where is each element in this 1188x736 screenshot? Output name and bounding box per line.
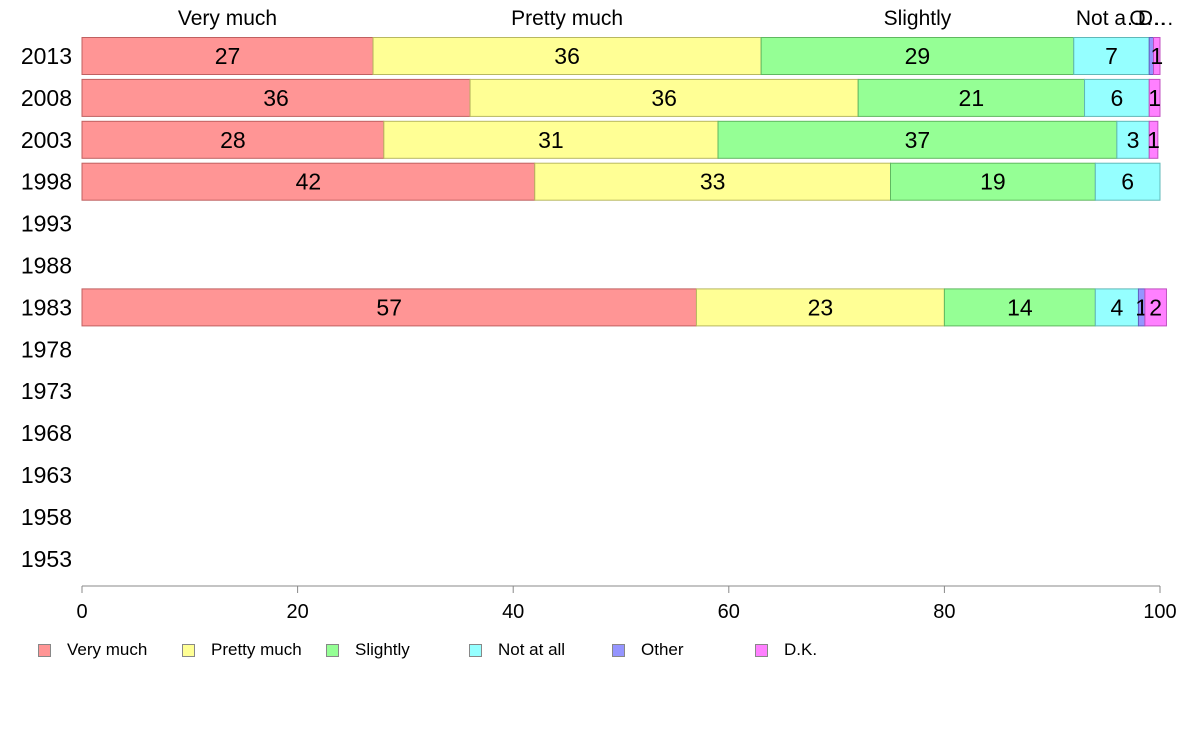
top-label-d-k-: D… — [1138, 7, 1174, 30]
top-label-slightly: Slightly — [884, 7, 952, 30]
legend-label: Very much — [67, 640, 148, 659]
y-tick-label-1983: 1983 — [21, 294, 72, 320]
bar-2013-not-at-all — [1073, 37, 1150, 75]
legend-label: Slightly — [355, 640, 410, 659]
bar-2003-not-at-all — [1116, 120, 1150, 159]
legend-label: Not at all — [498, 640, 566, 659]
data-label-2003-not-at-all: 3 — [1127, 127, 1140, 153]
x-tick-label-20: 20 — [286, 601, 308, 623]
bar-1983-very-much — [81, 288, 697, 327]
data-label-1998-not-at-all: 6 — [1121, 169, 1134, 195]
data-label-2003-d-k-: 1 — [1147, 127, 1160, 153]
data-label-1998-slightly: 19 — [980, 169, 1006, 195]
legend-swatch — [38, 643, 51, 657]
bar-1998-not-at-all — [1094, 162, 1161, 201]
legend-item-pretty-much: Pretty much — [182, 638, 302, 662]
legend-label: Pretty much — [211, 640, 302, 659]
bar-2013-slightly — [760, 37, 1075, 75]
legend-item-very-much: Very much — [38, 638, 147, 662]
y-tick-label-1958: 1958 — [21, 504, 72, 530]
x-tick-label-80: 80 — [933, 601, 955, 623]
bar-2003-slightly — [717, 120, 1118, 159]
data-label-1983-very-much: 57 — [376, 294, 402, 320]
bar-2008-very-much — [81, 78, 471, 117]
data-label-1983-d-k-: 2 — [1149, 294, 1162, 320]
bar-1983-not-at-all — [1094, 288, 1139, 327]
legend-item-not-at-all: Not at all — [469, 638, 565, 662]
bar-1983-slightly — [943, 288, 1096, 327]
x-tick-label-0: 0 — [76, 601, 87, 623]
data-label-2003-very-much: 28 — [220, 127, 246, 153]
data-label-1998-very-much: 42 — [296, 169, 322, 195]
data-label-1998-pretty-much: 33 — [700, 169, 726, 195]
data-label-2008-d-k-: 1 — [1148, 85, 1161, 111]
data-label-2013-slightly: 29 — [905, 43, 931, 69]
legend-swatch — [469, 643, 482, 657]
data-label-2013-pretty-much: 36 — [554, 43, 580, 69]
y-tick-label-1953: 1953 — [21, 546, 72, 572]
y-tick-label-1978: 1978 — [21, 336, 72, 362]
legend-item-d-k-: D.K. — [755, 638, 817, 662]
data-label-2008-slightly: 21 — [959, 85, 985, 111]
bar-2013-d-k- — [1153, 37, 1161, 75]
bar-1983-d-k- — [1144, 288, 1167, 327]
y-tick-label-1968: 1968 — [21, 420, 72, 446]
bar-1998-pretty-much — [534, 162, 891, 201]
y-tick-label-1973: 1973 — [21, 378, 72, 404]
x-tick-label-40: 40 — [502, 601, 524, 623]
y-tick-label-2003: 2003 — [21, 127, 72, 153]
data-label-1983-not-at-all: 4 — [1110, 294, 1123, 320]
data-label-2003-slightly: 37 — [905, 127, 931, 153]
data-label-2008-pretty-much: 36 — [651, 85, 677, 111]
y-tick-label-2013: 2013 — [21, 43, 72, 69]
data-label-2013-very-much: 27 — [215, 43, 241, 69]
legend-item-slightly: Slightly — [326, 638, 410, 662]
data-label-2008-very-much: 36 — [263, 85, 289, 111]
legend-item-other: Other — [612, 638, 684, 662]
legend-label: D.K. — [784, 640, 818, 659]
legend-swatch — [182, 643, 195, 657]
y-tick-label-2008: 2008 — [21, 85, 72, 111]
bar-2003-very-much — [81, 120, 385, 159]
top-label-not-at-all: Not a… — [1076, 7, 1147, 30]
bar-2003-d-k- — [1148, 120, 1159, 159]
bar-2008-pretty-much — [469, 78, 859, 117]
data-label-1983-pretty-much: 23 — [808, 294, 834, 320]
data-label-2013-not-at-all: 7 — [1105, 43, 1118, 69]
legend-swatch — [326, 643, 339, 657]
bar-1998-slightly — [890, 162, 1096, 201]
x-tick-label-100: 100 — [1143, 601, 1176, 623]
data-label-2003-pretty-much: 31 — [538, 127, 564, 153]
data-label-2008-not-at-all: 6 — [1110, 85, 1123, 111]
top-label-other: O… — [1129, 7, 1166, 30]
legend-label: Other — [641, 640, 684, 659]
legend: Very much Pretty much Slightly Not at all Ot… — [0, 638, 1188, 662]
data-label-2013-d-k-: 1 — [1150, 43, 1163, 69]
bar-1998-very-much — [81, 162, 536, 201]
bar-1983-pretty-much — [695, 288, 945, 327]
x-tick-label-60: 60 — [718, 601, 740, 623]
y-tick-label-1993: 1993 — [21, 211, 72, 237]
bar-2008-slightly — [857, 78, 1086, 117]
bar-2008-d-k- — [1148, 78, 1161, 117]
y-tick-label-1998: 1998 — [21, 169, 72, 195]
bar-2013-very-much — [81, 37, 374, 75]
y-tick-label-1963: 1963 — [21, 462, 72, 488]
bar-2008-not-at-all — [1084, 78, 1150, 117]
data-label-1983-slightly: 14 — [1007, 294, 1033, 320]
top-label-pretty-much: Pretty much — [511, 7, 623, 30]
y-tick-label-1988: 1988 — [21, 253, 72, 279]
bar-2003-pretty-much — [383, 120, 719, 159]
legend-swatch — [755, 643, 768, 657]
legend-swatch — [612, 643, 625, 657]
top-label-very-much: Very much — [178, 7, 277, 30]
